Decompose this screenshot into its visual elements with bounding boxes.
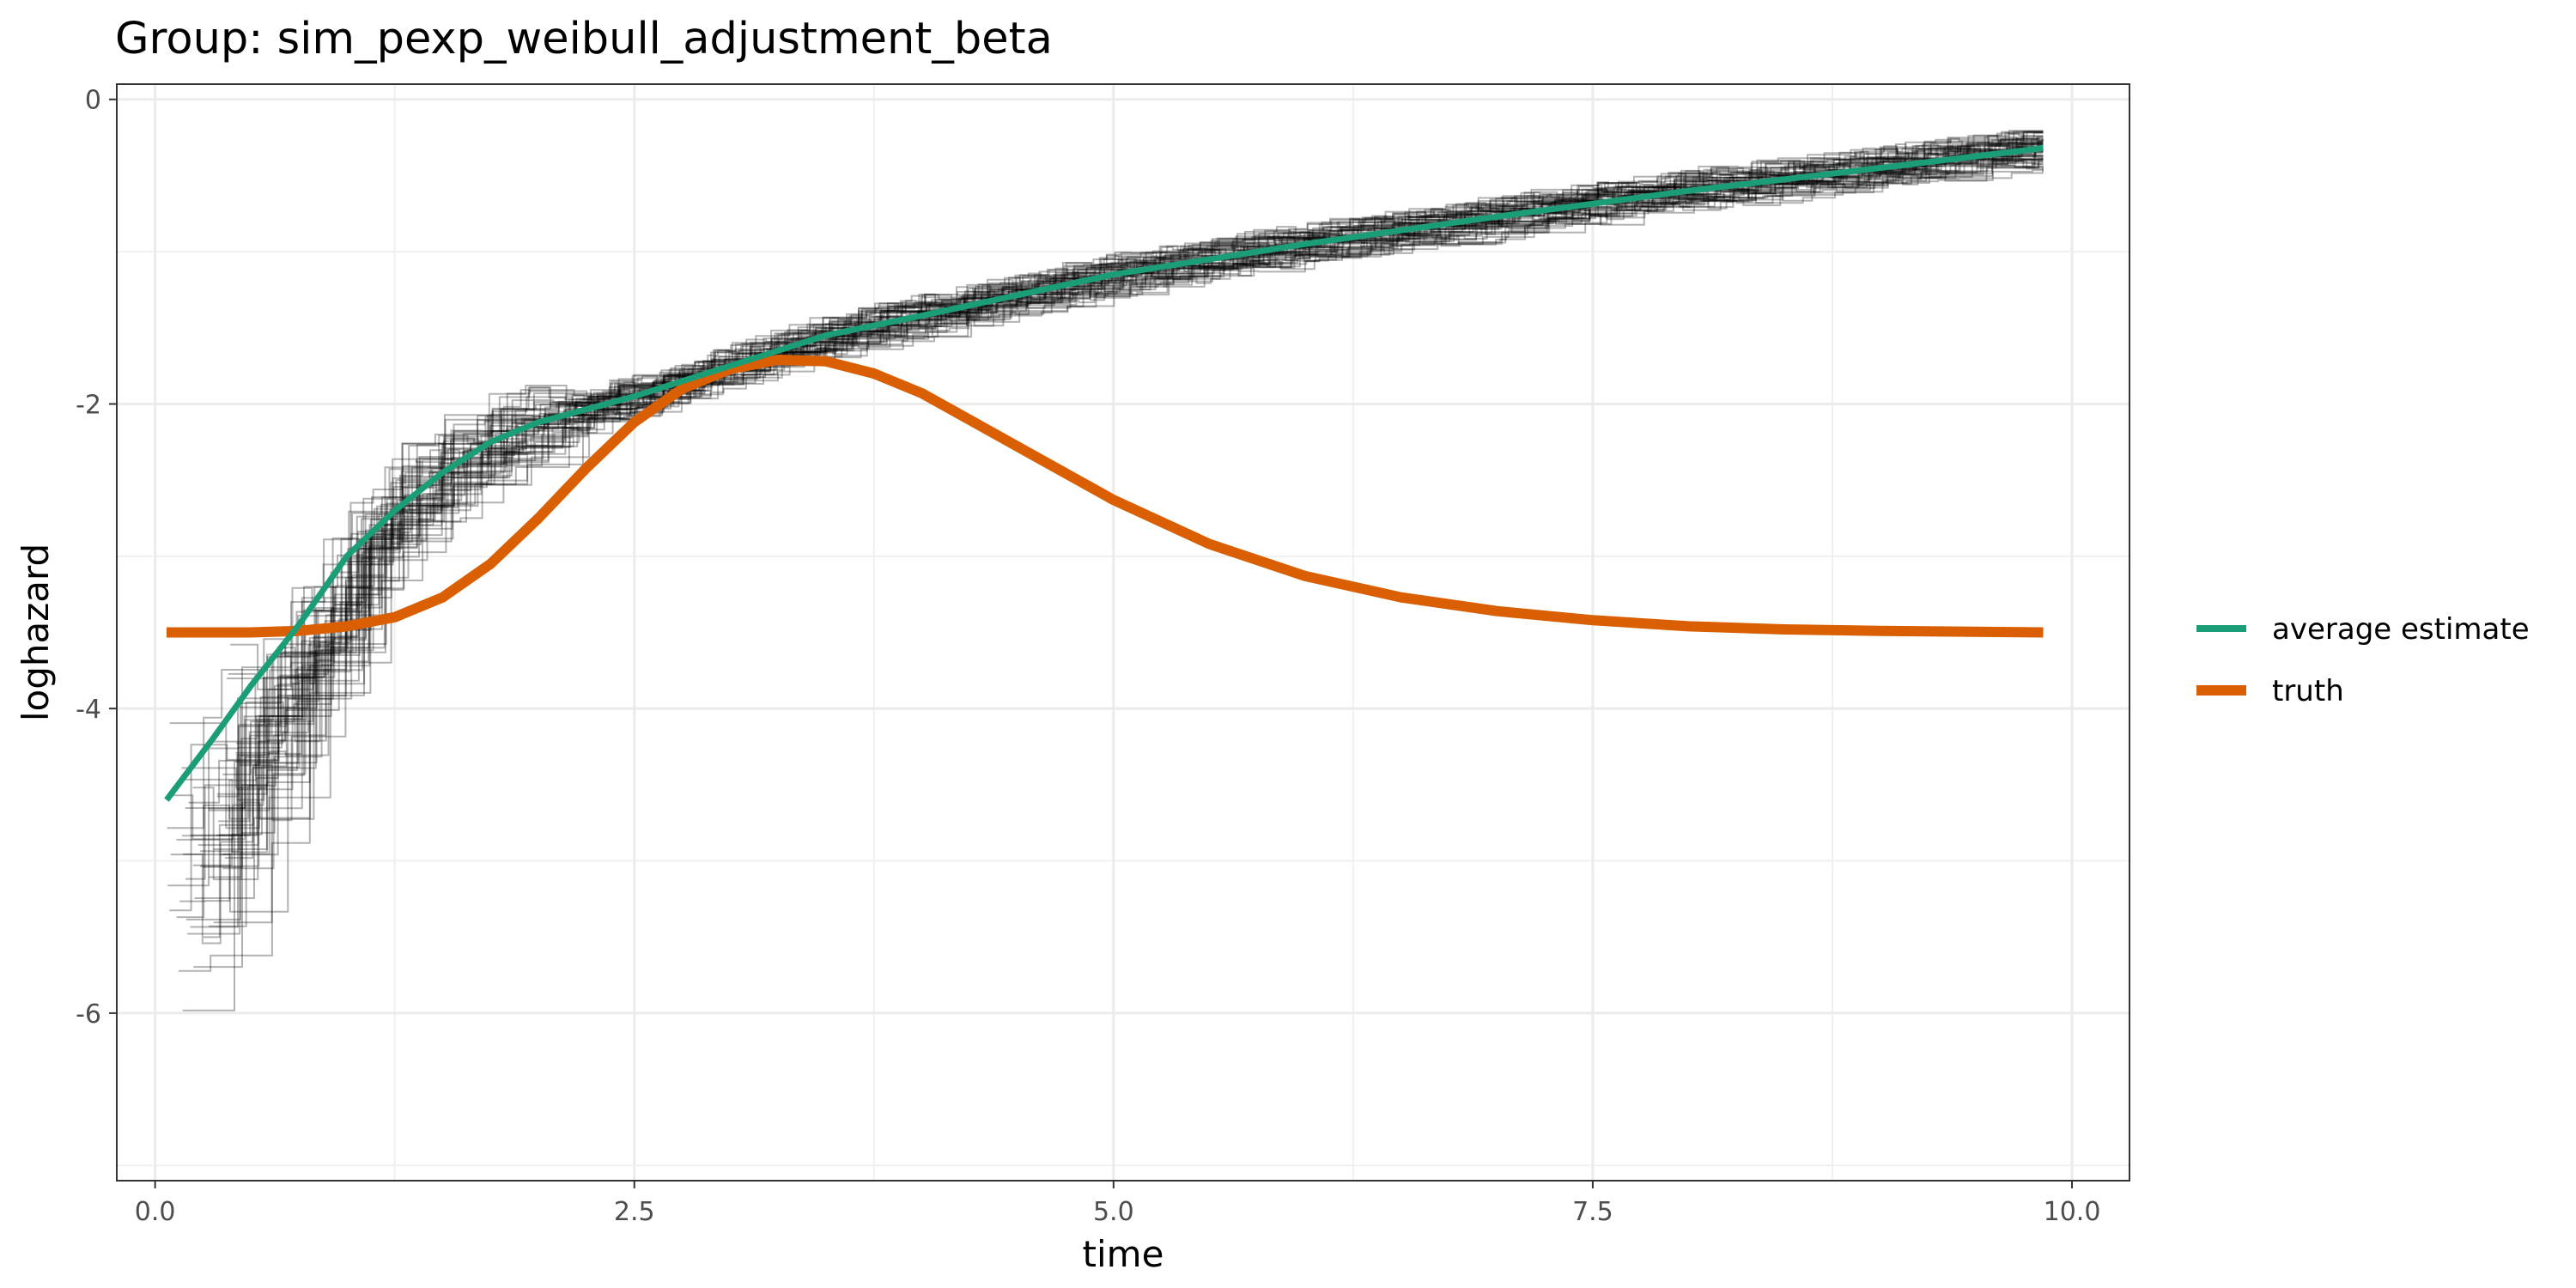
y-tick-label: -6 [76, 999, 101, 1030]
plot-panel [116, 83, 2130, 1182]
replicate-estimate-line [169, 131, 2044, 912]
major-gridlines [117, 84, 2129, 1181]
chart-title: Group: sim_pexp_weibull_adjustment_beta [115, 14, 1053, 64]
replicate-estimate-line [192, 158, 2044, 881]
replicate-estimate-line [185, 147, 2044, 880]
replicate-estimate-line [181, 132, 2044, 837]
y-axis: 0 -2 -4 -6 [76, 86, 117, 1030]
replicate-estimate-line [216, 143, 2044, 836]
replicate-estimate-line [208, 156, 2044, 811]
replicate-estimate-line [178, 162, 2044, 972]
replicate-estimate-line [200, 160, 2044, 853]
series-line-average-estimate [164, 145, 2044, 802]
replicate-estimate-line [241, 149, 2044, 834]
replicate-estimate-line [220, 155, 2044, 856]
replicate-estimate-line [222, 164, 2044, 775]
x-tick-label: 0.0 [135, 1197, 176, 1227]
y-axis-title: loghazard [15, 544, 57, 721]
replicate-estimate-line [185, 142, 2044, 854]
x-axis: 0.0 2.5 5.0 7.5 10.0 [135, 1181, 2101, 1227]
replicate-estimate-line [240, 131, 2044, 810]
replicate-estimate-line [169, 131, 2044, 829]
replicate-estimate-line [167, 130, 2044, 887]
x-tick-label: 2.5 [614, 1197, 655, 1227]
replicate-estimate-line [176, 137, 2044, 919]
replicate-estimate-line [167, 131, 2044, 829]
replicate-estimate-line [228, 133, 2044, 776]
legend: average estimate truth [2196, 612, 2530, 708]
replicate-estimate-line [209, 149, 2044, 927]
y-tick-label: -2 [76, 390, 101, 420]
minor-gridlines [117, 84, 2129, 1181]
series-line-truth [167, 355, 2044, 638]
x-axis-title: time [1083, 1233, 1164, 1275]
replicate-estimate-line [204, 155, 2044, 939]
x-tick-label: 10.0 [2044, 1197, 2101, 1227]
replicate-estimate-line [230, 131, 2044, 690]
legend-label-average-estimate: average estimate [2272, 612, 2530, 647]
replicate-estimate-line [208, 138, 2044, 810]
x-tick-label: 5.0 [1093, 1197, 1134, 1227]
replicate-estimate-line [197, 141, 2044, 847]
legend-label-truth: truth [2272, 674, 2344, 708]
panel-border [116, 83, 2130, 1182]
replicate-estimate-line [200, 142, 2044, 867]
replicate-estimate-line [202, 155, 2044, 868]
replicate-estimate-line [219, 137, 2044, 836]
replicate-estimate-line [236, 172, 2044, 744]
x-tick-label: 7.5 [1572, 1197, 1613, 1227]
replicate-estimate-line [236, 142, 2044, 791]
replicate-estimate-line [187, 135, 2044, 935]
replicate-estimate-line [209, 140, 2044, 878]
series-lines [164, 145, 2044, 802]
y-tick-label: 0 [85, 86, 101, 116]
y-tick-label: -4 [76, 695, 101, 725]
replicate-estimate-line [240, 131, 2044, 708]
replicate-estimate-line [194, 147, 2044, 899]
replicate-estimate-line [170, 158, 2044, 913]
